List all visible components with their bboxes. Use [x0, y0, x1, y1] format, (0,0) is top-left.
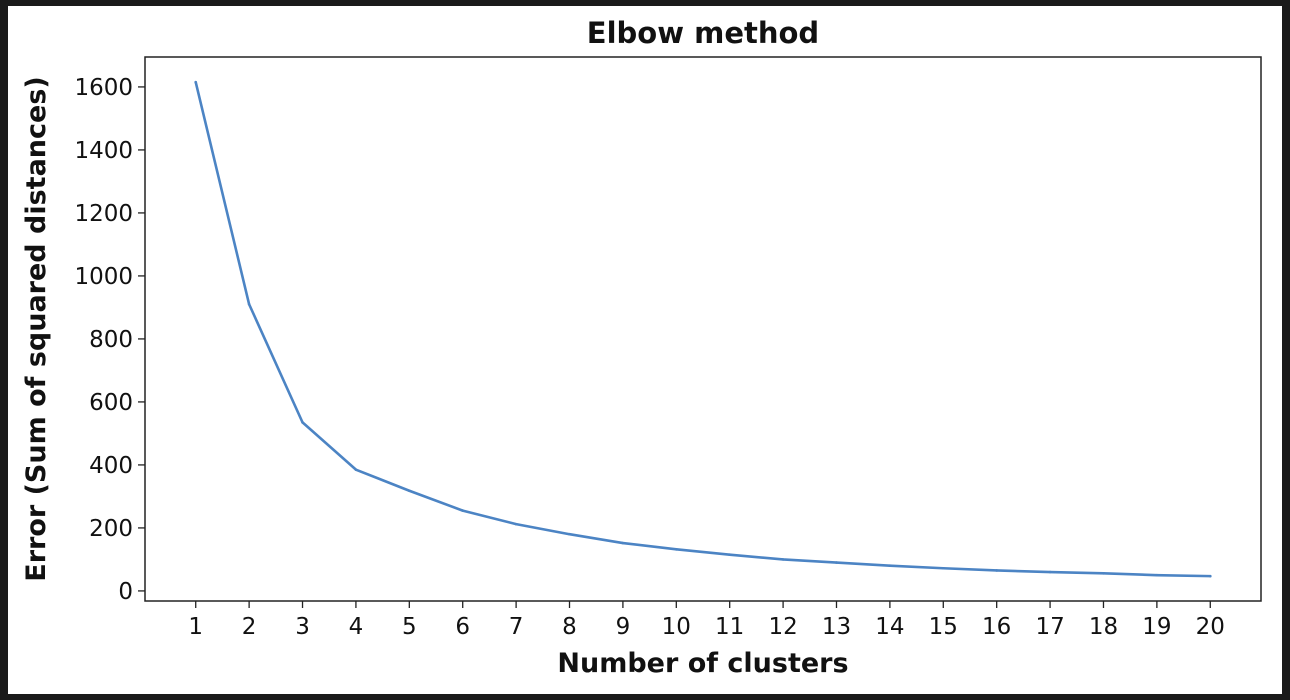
data-point-7 [514, 522, 518, 526]
data-point-2 [247, 302, 251, 306]
series-line-error [194, 80, 1212, 578]
y-tick-label-400: 400 [89, 453, 133, 479]
x-tick-label-3: 3 [295, 614, 310, 640]
x-tick-label-7: 7 [509, 614, 524, 640]
data-point-18 [1102, 571, 1105, 575]
x-tick-label-19: 19 [1142, 614, 1171, 640]
plot-area [144, 56, 1262, 602]
y-tick-label-800: 800 [89, 327, 133, 353]
data-point-4 [354, 468, 358, 471]
data-point-8 [568, 532, 571, 536]
data-point-13 [835, 561, 838, 564]
data-point-11 [728, 553, 731, 556]
data-point-14 [888, 564, 892, 568]
data-point-19 [1155, 573, 1159, 577]
y-tick-label-1600: 1600 [74, 75, 133, 101]
x-axis-label: Number of clusters [557, 648, 848, 679]
y-tick-label-1000: 1000 [74, 264, 133, 290]
data-point-17 [1048, 570, 1052, 574]
data-point-5 [408, 489, 411, 493]
x-tick-label-20: 20 [1196, 614, 1225, 640]
x-tick-label-15: 15 [929, 614, 958, 640]
x-axis: 1 2 3 4 5 6 7 8 9 10 11 12 13 14 15 16 17 18 19 20 [188, 601, 1225, 640]
x-tick-label-9: 9 [616, 614, 631, 640]
data-point-3 [301, 421, 304, 424]
x-tick-label-18: 18 [1089, 614, 1118, 640]
chart-figure: Elbow method 0 200 400 600 800 1000 1200 1400 16… [8, 6, 1282, 694]
data-point-6 [461, 509, 465, 512]
x-tick-label-11: 11 [715, 614, 744, 640]
x-tick-label-6: 6 [455, 614, 470, 640]
x-tick-label-16: 16 [982, 614, 1011, 640]
data-point-12 [781, 558, 785, 561]
series-points [194, 80, 1212, 578]
y-tick-label-0: 0 [118, 579, 133, 605]
y-axis: 0 200 400 600 800 1000 1200 1400 1600 [74, 75, 145, 605]
x-tick-label-14: 14 [875, 614, 904, 640]
data-point-9 [621, 541, 625, 545]
data-point-16 [995, 569, 998, 572]
data-point-20 [1208, 574, 1212, 578]
data-point-10 [675, 548, 678, 551]
x-tick-label-2: 2 [242, 614, 257, 640]
x-tick-label-1: 1 [188, 614, 203, 640]
x-tick-label-13: 13 [822, 614, 851, 640]
chart-canvas: Elbow method 020040060080010001200140016… [21, 16, 1262, 679]
y-tick-label-600: 600 [89, 390, 133, 416]
x-tick-label-4: 4 [349, 614, 364, 640]
x-tick-label-10: 10 [662, 614, 691, 640]
x-tick-label-5: 5 [402, 614, 417, 640]
y-tick-label-1400: 1400 [74, 138, 133, 164]
y-tick-label-200: 200 [89, 516, 133, 542]
data-point-1 [194, 80, 198, 84]
x-tick-label-12: 12 [768, 614, 797, 640]
y-tick-label-1200: 1200 [74, 201, 133, 227]
y-axis-label: Error (Sum of squared distances) [21, 76, 52, 582]
x-tick-label-8: 8 [562, 614, 577, 640]
data-point-15 [941, 566, 945, 570]
x-tick-label-17: 17 [1035, 614, 1064, 640]
chart-title: Elbow method [587, 16, 819, 50]
